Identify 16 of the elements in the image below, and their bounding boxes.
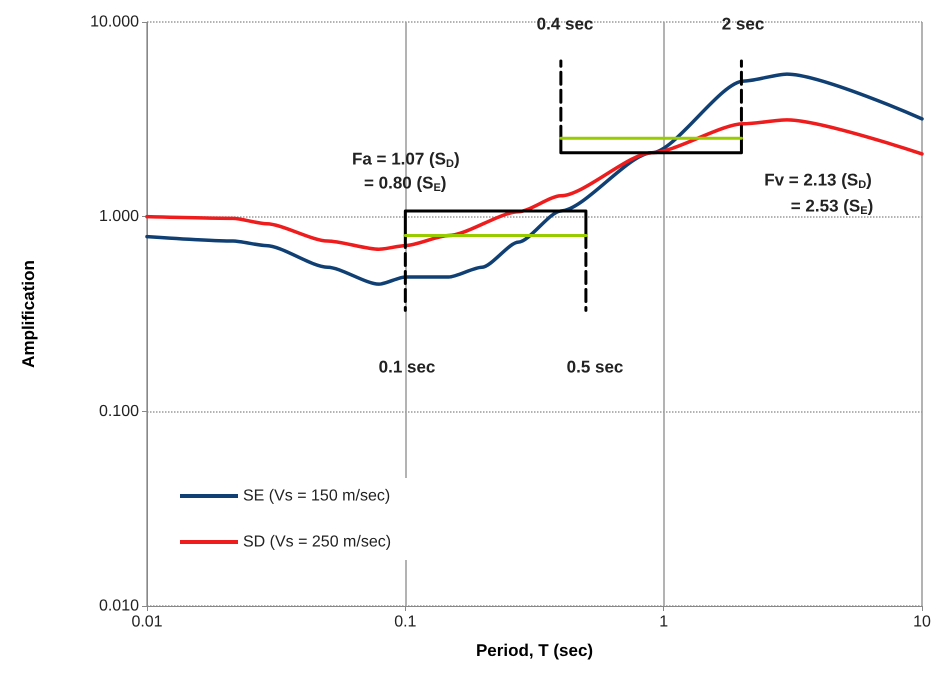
annotation: 2 sec <box>722 14 764 34</box>
annotation: 0.4 sec <box>536 14 594 34</box>
y-tick-label: 1.000 <box>98 208 140 226</box>
x-axis-title: Period, T (sec) <box>476 641 594 660</box>
y-tick-label: 0.010 <box>98 598 140 614</box>
x-tick-label: 1 <box>659 614 668 630</box>
annotation: 0.5 sec <box>566 358 624 376</box>
y-tick-label: 10.000 <box>90 14 140 30</box>
annotation: 0.1 sec <box>378 358 436 376</box>
x-tick-label: 10 <box>913 614 931 630</box>
x-tick-label: 0.01 <box>131 614 163 630</box>
x-tick-label: 0.1 <box>394 614 417 630</box>
y-tick-label: 0.100 <box>98 402 140 420</box>
y-axis-title: Amplification <box>19 260 38 368</box>
legend-label: SD (Vs = 250 m/sec) <box>243 534 392 550</box>
legend-label: SE (Vs = 150 m/sec) <box>243 488 390 504</box>
